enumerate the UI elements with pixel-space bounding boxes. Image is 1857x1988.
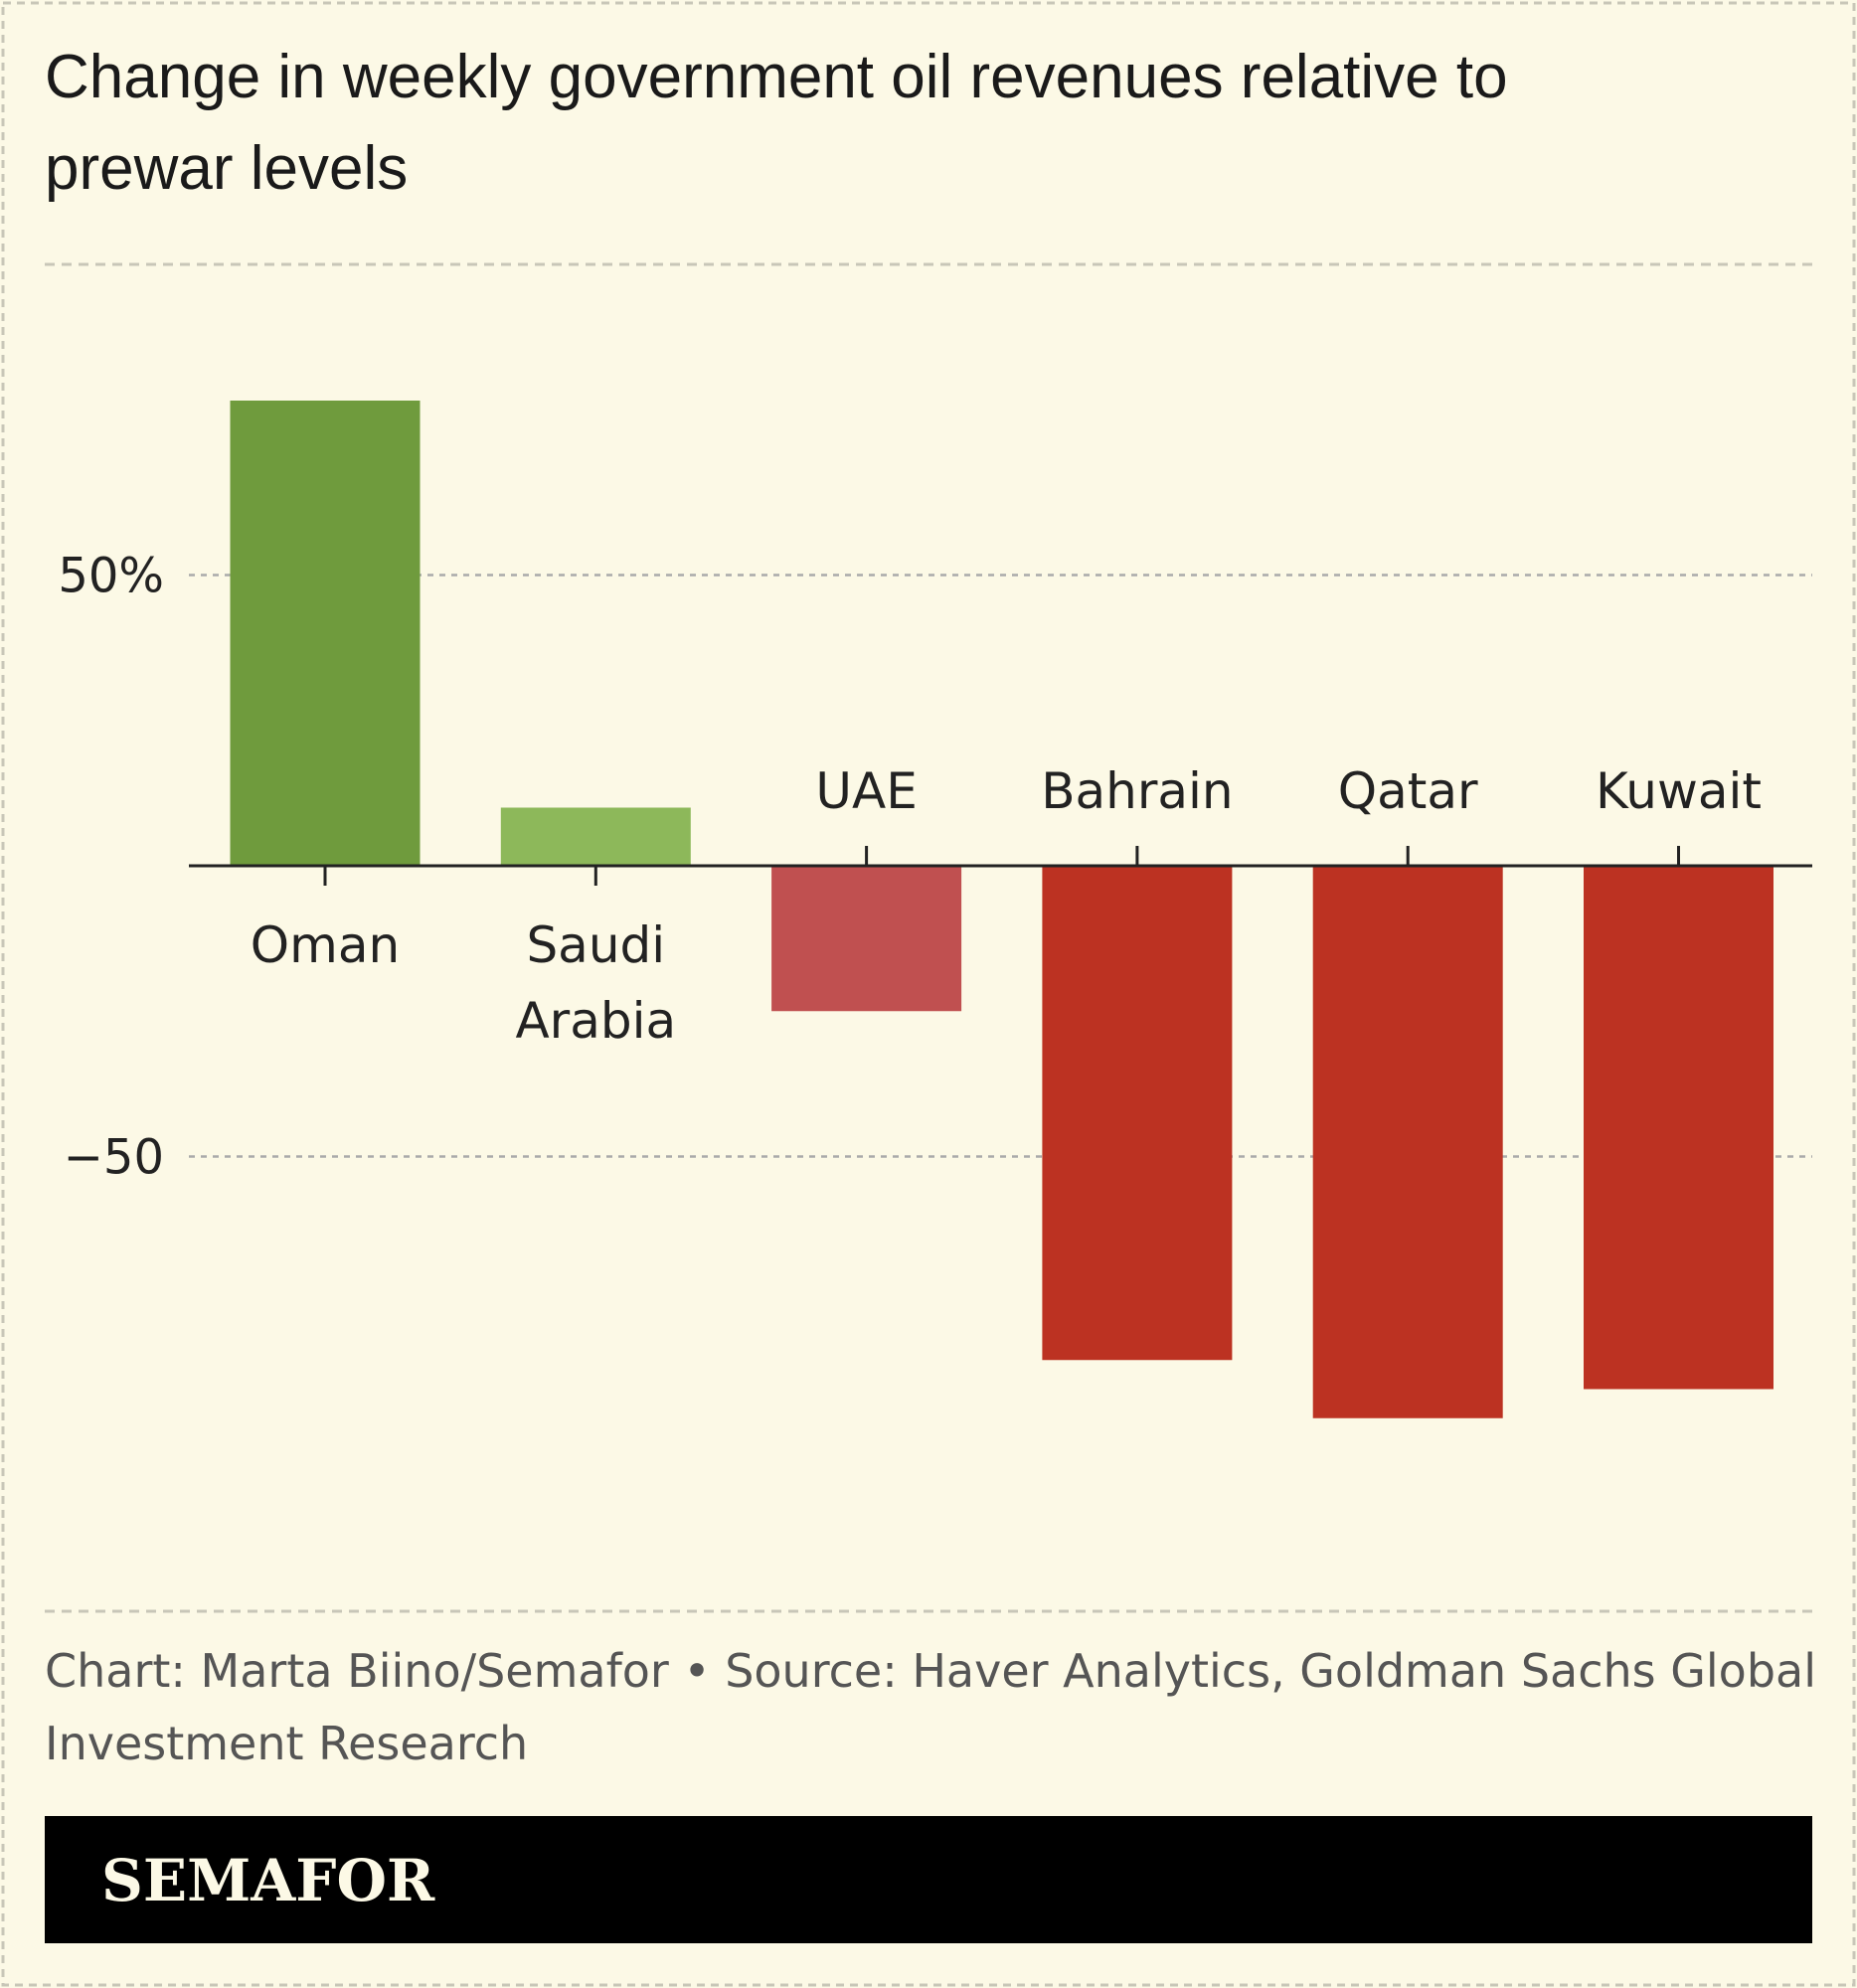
logo-bar bbox=[45, 1816, 1812, 1943]
category-label: Qatar bbox=[1338, 762, 1478, 820]
category-label: Bahrain bbox=[1041, 762, 1233, 820]
chart-title-line-1: Change in weekly government oil revenues… bbox=[45, 43, 1508, 111]
bar-kuwait bbox=[1584, 866, 1773, 1390]
bar-oman bbox=[230, 401, 421, 866]
category-label: Oman bbox=[251, 916, 400, 974]
bar-bahrain bbox=[1042, 866, 1233, 1361]
semafor-logo: SEMAFOR bbox=[101, 1847, 435, 1914]
chart-title-line-2: prewar levels bbox=[45, 134, 408, 203]
category-label: Arabia bbox=[515, 992, 676, 1050]
bar-saudi-arabia bbox=[500, 807, 691, 866]
category-label: UAE bbox=[815, 762, 917, 820]
credit-line-2: Investment Research bbox=[45, 1717, 528, 1770]
bar-qatar bbox=[1312, 866, 1503, 1418]
y-tick-label: −50 bbox=[64, 1130, 164, 1186]
credit-line-1: Chart: Marta Biino/Semafor • Source: Hav… bbox=[45, 1644, 1816, 1698]
bar-uae bbox=[771, 866, 962, 1012]
y-tick-label: 50% bbox=[58, 549, 164, 604]
category-label: Saudi bbox=[526, 916, 665, 974]
category-label: Kuwait bbox=[1596, 762, 1762, 820]
